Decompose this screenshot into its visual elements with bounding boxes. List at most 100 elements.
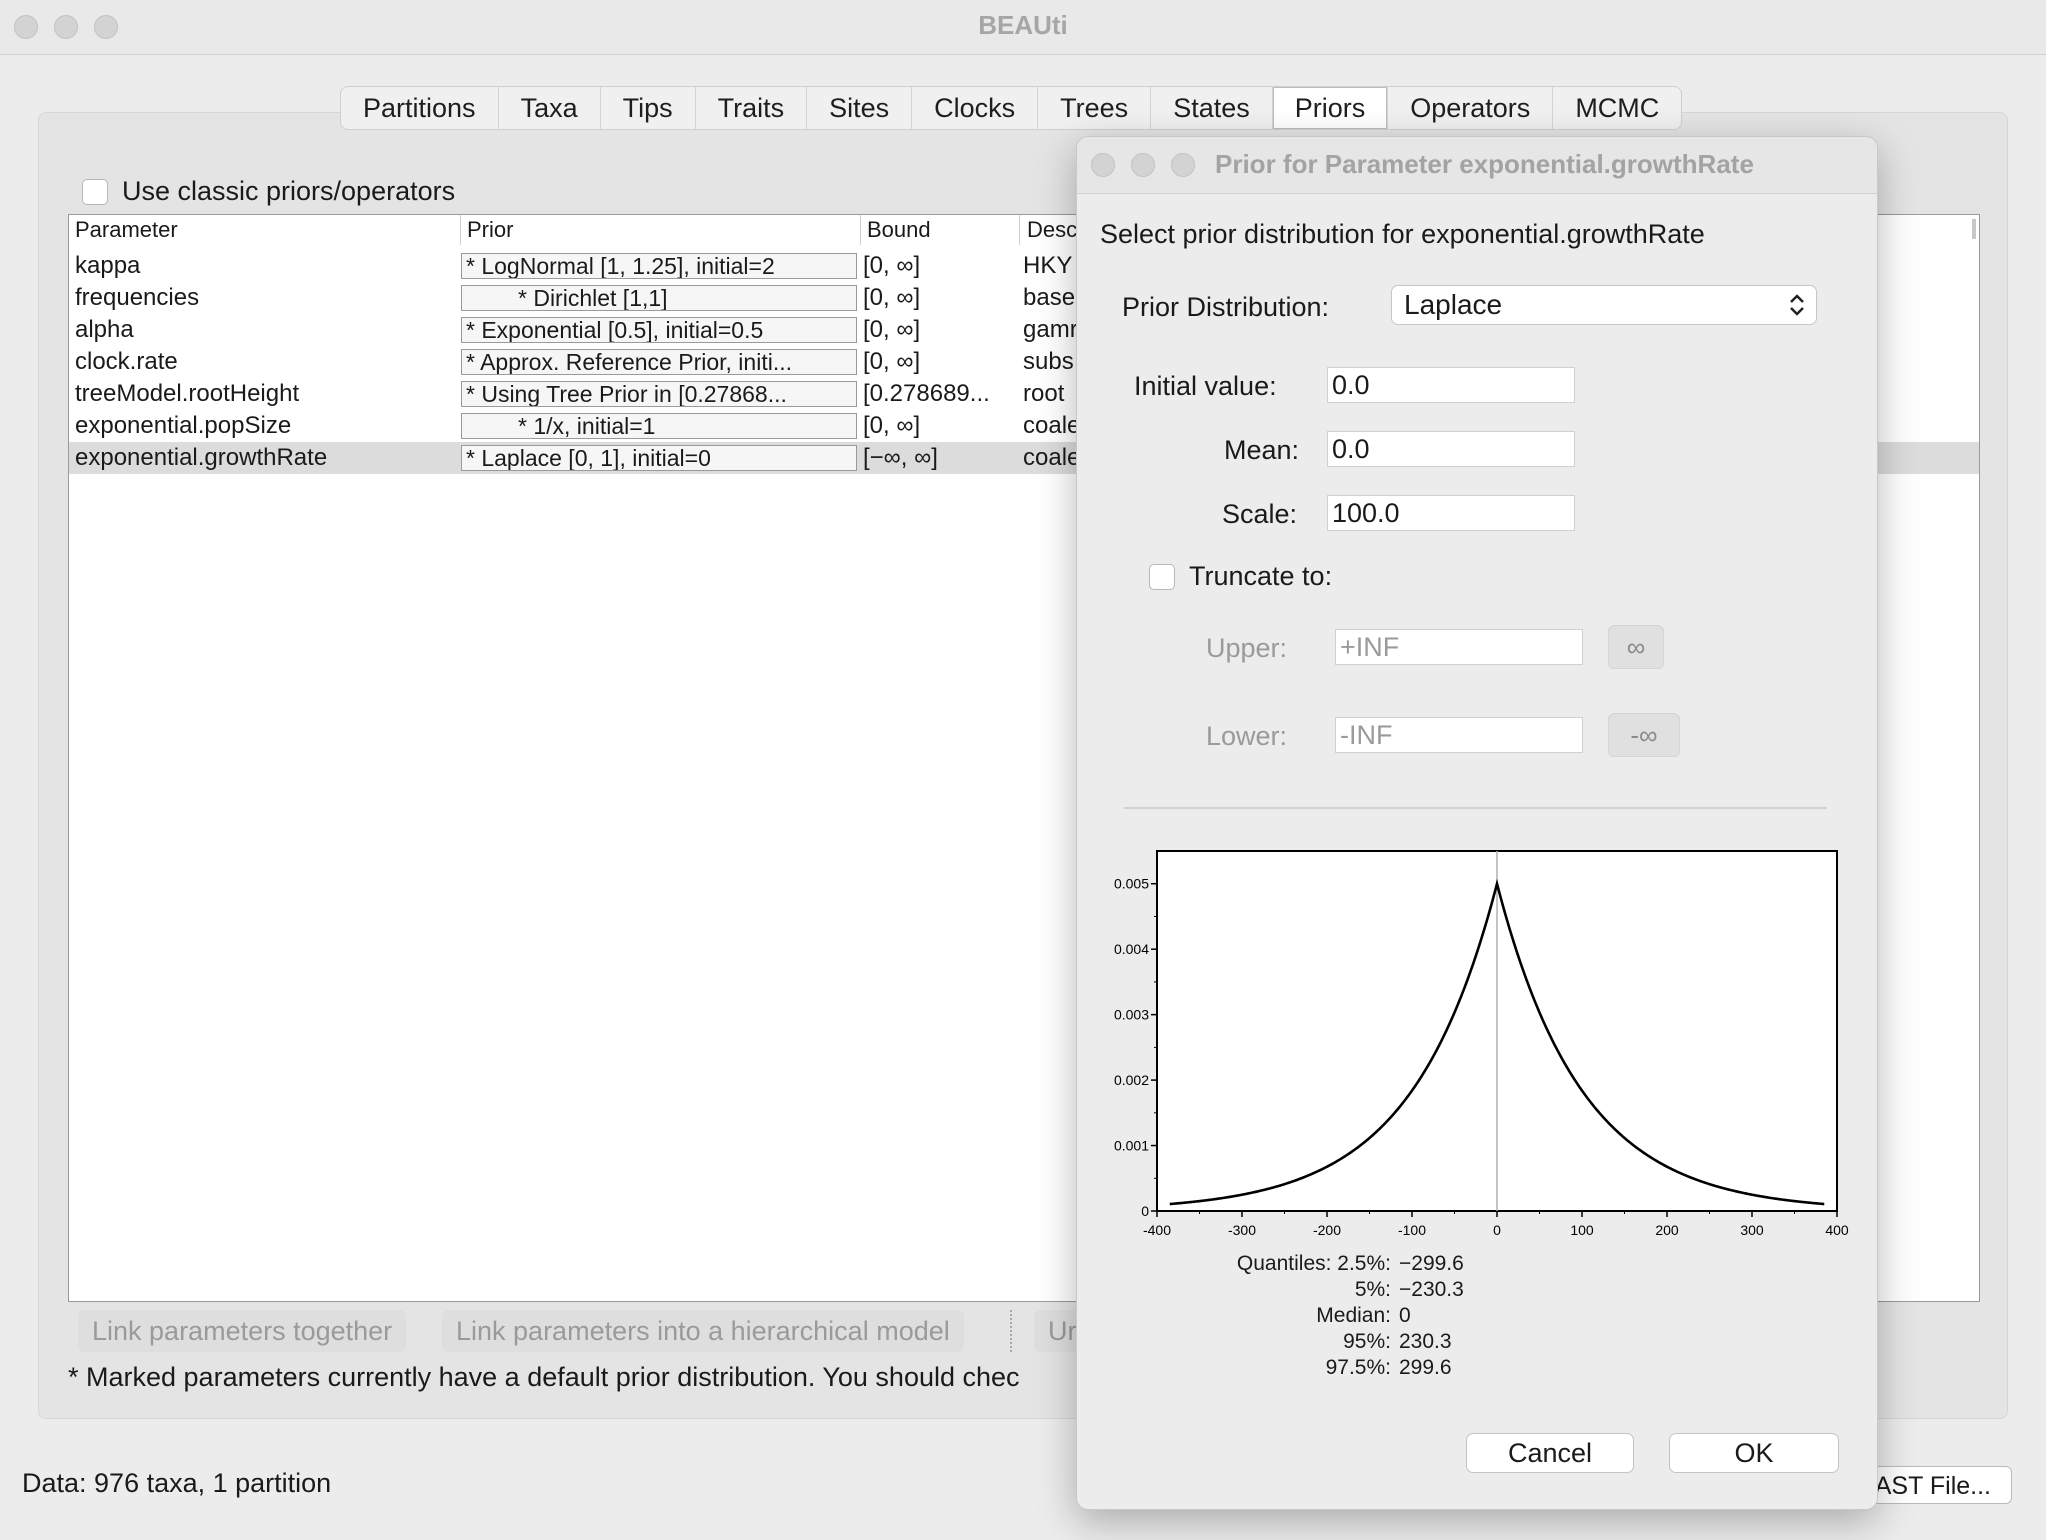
parameter-cell: exponential.popSize (75, 412, 292, 439)
quantiles-block: Quantiles: 2.5%: −299.6 5%: −230.3 Median:… (1201, 1251, 1519, 1381)
prior-distribution-label: Prior Distribution: (1122, 292, 1330, 322)
window-title: BEAUti (978, 10, 1068, 40)
quantile-value: −299.6 (1399, 1252, 1464, 1275)
cancel-button[interactable]: Cancel (1466, 1433, 1634, 1473)
minimize-window-button[interactable] (54, 15, 78, 39)
zoom-window-button[interactable] (94, 15, 118, 39)
x-tick-label: 0 (1493, 1222, 1501, 1238)
table-row[interactable]: frequencies * Dirichlet [1,1] [0, ∞] bas… (69, 282, 1979, 314)
truncate-label: Truncate to: (1189, 561, 1333, 591)
x-tick-label: 200 (1655, 1222, 1679, 1238)
tab-taxa[interactable]: Taxa (499, 87, 601, 129)
tab-trees[interactable]: Trees (1038, 87, 1152, 129)
updown-chevron-icon (1790, 294, 1804, 316)
x-tick-label: -200 (1313, 1222, 1341, 1238)
prior-button[interactable]: * Dirichlet [1,1] (461, 285, 857, 311)
parameter-cell: treeModel.rootHeight (75, 380, 300, 407)
prior-button[interactable]: * Using Tree Prior in [0.27868... (461, 381, 857, 407)
quantile-row: 97.5%: 299.6 (1201, 1355, 1519, 1381)
x-tick-label: 100 (1570, 1222, 1594, 1238)
dialog-close-button[interactable] (1091, 153, 1115, 177)
dialog-separator (1124, 807, 1827, 809)
prior-distribution-select[interactable]: Laplace (1391, 285, 1817, 325)
infinity-button[interactable]: ∞ (1608, 625, 1664, 669)
prior-button[interactable]: * Exponential [0.5], initial=0.5 (461, 317, 857, 343)
lower-field[interactable]: -INF (1335, 717, 1583, 753)
quantile-label: 5%: (1354, 1278, 1391, 1301)
density-curve (1169, 878, 1825, 1206)
bound-cell: [0, ∞] (863, 316, 921, 343)
dialog-minimize-button[interactable] (1131, 153, 1155, 177)
table-row[interactable]: clock.rate * Approx. Reference Prior, in… (69, 346, 1979, 378)
description-cell: HKY (1023, 252, 1073, 279)
parameter-cell: kappa (75, 252, 141, 279)
quantile-value: 230.3 (1399, 1330, 1452, 1353)
bound-cell: [0, ∞] (863, 284, 921, 311)
prior-density-chart: -400 -300 -200 -100 0 100 200 300 400 0 0.001 0.002… (1114, 850, 1849, 1238)
table-row[interactable]: kappa * LogNormal [1, 1.25], initial=2 [… (69, 250, 1979, 282)
description-cell: base (1023, 284, 1076, 311)
y-tick-label: 0.002 (1114, 1072, 1149, 1088)
x-tick-label: -400 (1143, 1222, 1171, 1238)
quantile-value: −230.3 (1399, 1278, 1464, 1301)
prior-button[interactable]: * 1/x, initial=1 (461, 413, 857, 439)
upper-field[interactable]: +INF (1335, 629, 1583, 665)
bound-cell: [0.278689... (863, 380, 990, 407)
tab-traits[interactable]: Traits (696, 87, 808, 129)
y-tick-label: 0.003 (1114, 1007, 1149, 1023)
negative-infinity-button[interactable]: -∞ (1608, 713, 1680, 757)
parameter-cell: exponential.growthRate (75, 444, 328, 471)
description-cell: coale (1023, 444, 1081, 471)
tab-priors[interactable]: Priors (1272, 87, 1389, 129)
tab-sites[interactable]: Sites (807, 87, 913, 129)
dialog-zoom-button[interactable] (1171, 153, 1195, 177)
tab-states[interactable]: States (1151, 87, 1273, 129)
prior-button[interactable]: * Approx. Reference Prior, initi... (461, 349, 857, 375)
bound-cell: [0, ∞] (863, 348, 921, 375)
column-header-prior[interactable]: Prior (461, 215, 861, 245)
column-header-bound[interactable]: Bound (861, 215, 1020, 245)
chart-layer: -400 -300 -200 -100 0 100 200 300 400 0 0.001 0.002… (1114, 851, 1849, 1238)
x-tick-label: 300 (1740, 1222, 1764, 1238)
parameter-cell: clock.rate (75, 348, 178, 375)
ok-button[interactable]: OK (1669, 1433, 1839, 1473)
table-row[interactable]: treeModel.rootHeight * Using Tree Prior … (69, 378, 1979, 410)
quantile-value: 0 (1399, 1304, 1411, 1327)
truncate-checkbox[interactable] (1149, 564, 1175, 590)
upper-label: Upper: (1206, 633, 1288, 663)
quantile-value: 299.6 (1399, 1356, 1452, 1379)
quantile-label: 97.5%: (1325, 1356, 1391, 1379)
link-parameters-button[interactable]: Link parameters together (78, 1310, 407, 1352)
tab-operators[interactable]: Operators (1388, 87, 1554, 129)
table-row[interactable]: alpha * Exponential [0.5], initial=0.5 [… (69, 314, 1979, 346)
prior-button[interactable]: * Laplace [0, 1], initial=0 (461, 445, 857, 471)
initial-value-field[interactable]: 0.0 (1327, 367, 1575, 403)
prior-button[interactable]: * LogNormal [1, 1.25], initial=2 (461, 253, 857, 279)
x-tick-label: 400 (1825, 1222, 1849, 1238)
tab-partitions[interactable]: Partitions (341, 87, 499, 129)
tab-tips[interactable]: Tips (601, 87, 696, 129)
dialog-title: Prior for Parameter exponential.growthRa… (1215, 149, 1754, 179)
tab-mcmc[interactable]: MCMC (1575, 93, 1660, 123)
link-hierarchical-button[interactable]: Link parameters into a hierarchical mode… (442, 1310, 964, 1352)
main-tab-bar: Partitions Taxa Tips Traits Sites Clocks… (340, 86, 1683, 130)
y-tick-label: 0 (1141, 1203, 1149, 1219)
mean-field[interactable]: 0.0 (1327, 431, 1575, 467)
quantile-row: 95%: 230.3 (1201, 1329, 1519, 1355)
scale-field[interactable]: 100.0 (1327, 495, 1575, 531)
tab-clocks[interactable]: Clocks (912, 87, 1039, 129)
quantile-row: 5%: −230.3 (1201, 1277, 1519, 1303)
default-prior-note: * Marked parameters currently have a def… (68, 1362, 1020, 1392)
column-header-parameter[interactable]: Parameter (69, 215, 461, 245)
close-window-button[interactable] (14, 15, 38, 39)
button-separator (1010, 1310, 1012, 1352)
classic-priors-checkbox[interactable] (82, 179, 108, 205)
status-text: Data: 976 taxa, 1 partition (22, 1468, 332, 1498)
table-row[interactable]: exponential.popSize * 1/x, initial=1 [0,… (69, 410, 1979, 442)
description-cell: root (1023, 380, 1065, 407)
x-tick-label: -100 (1398, 1222, 1426, 1238)
description-cell: coale (1023, 412, 1081, 439)
bound-cell: [−∞, ∞] (863, 444, 938, 471)
bound-cell: [0, ∞] (863, 252, 921, 279)
table-scrollbar[interactable] (1972, 219, 1976, 239)
